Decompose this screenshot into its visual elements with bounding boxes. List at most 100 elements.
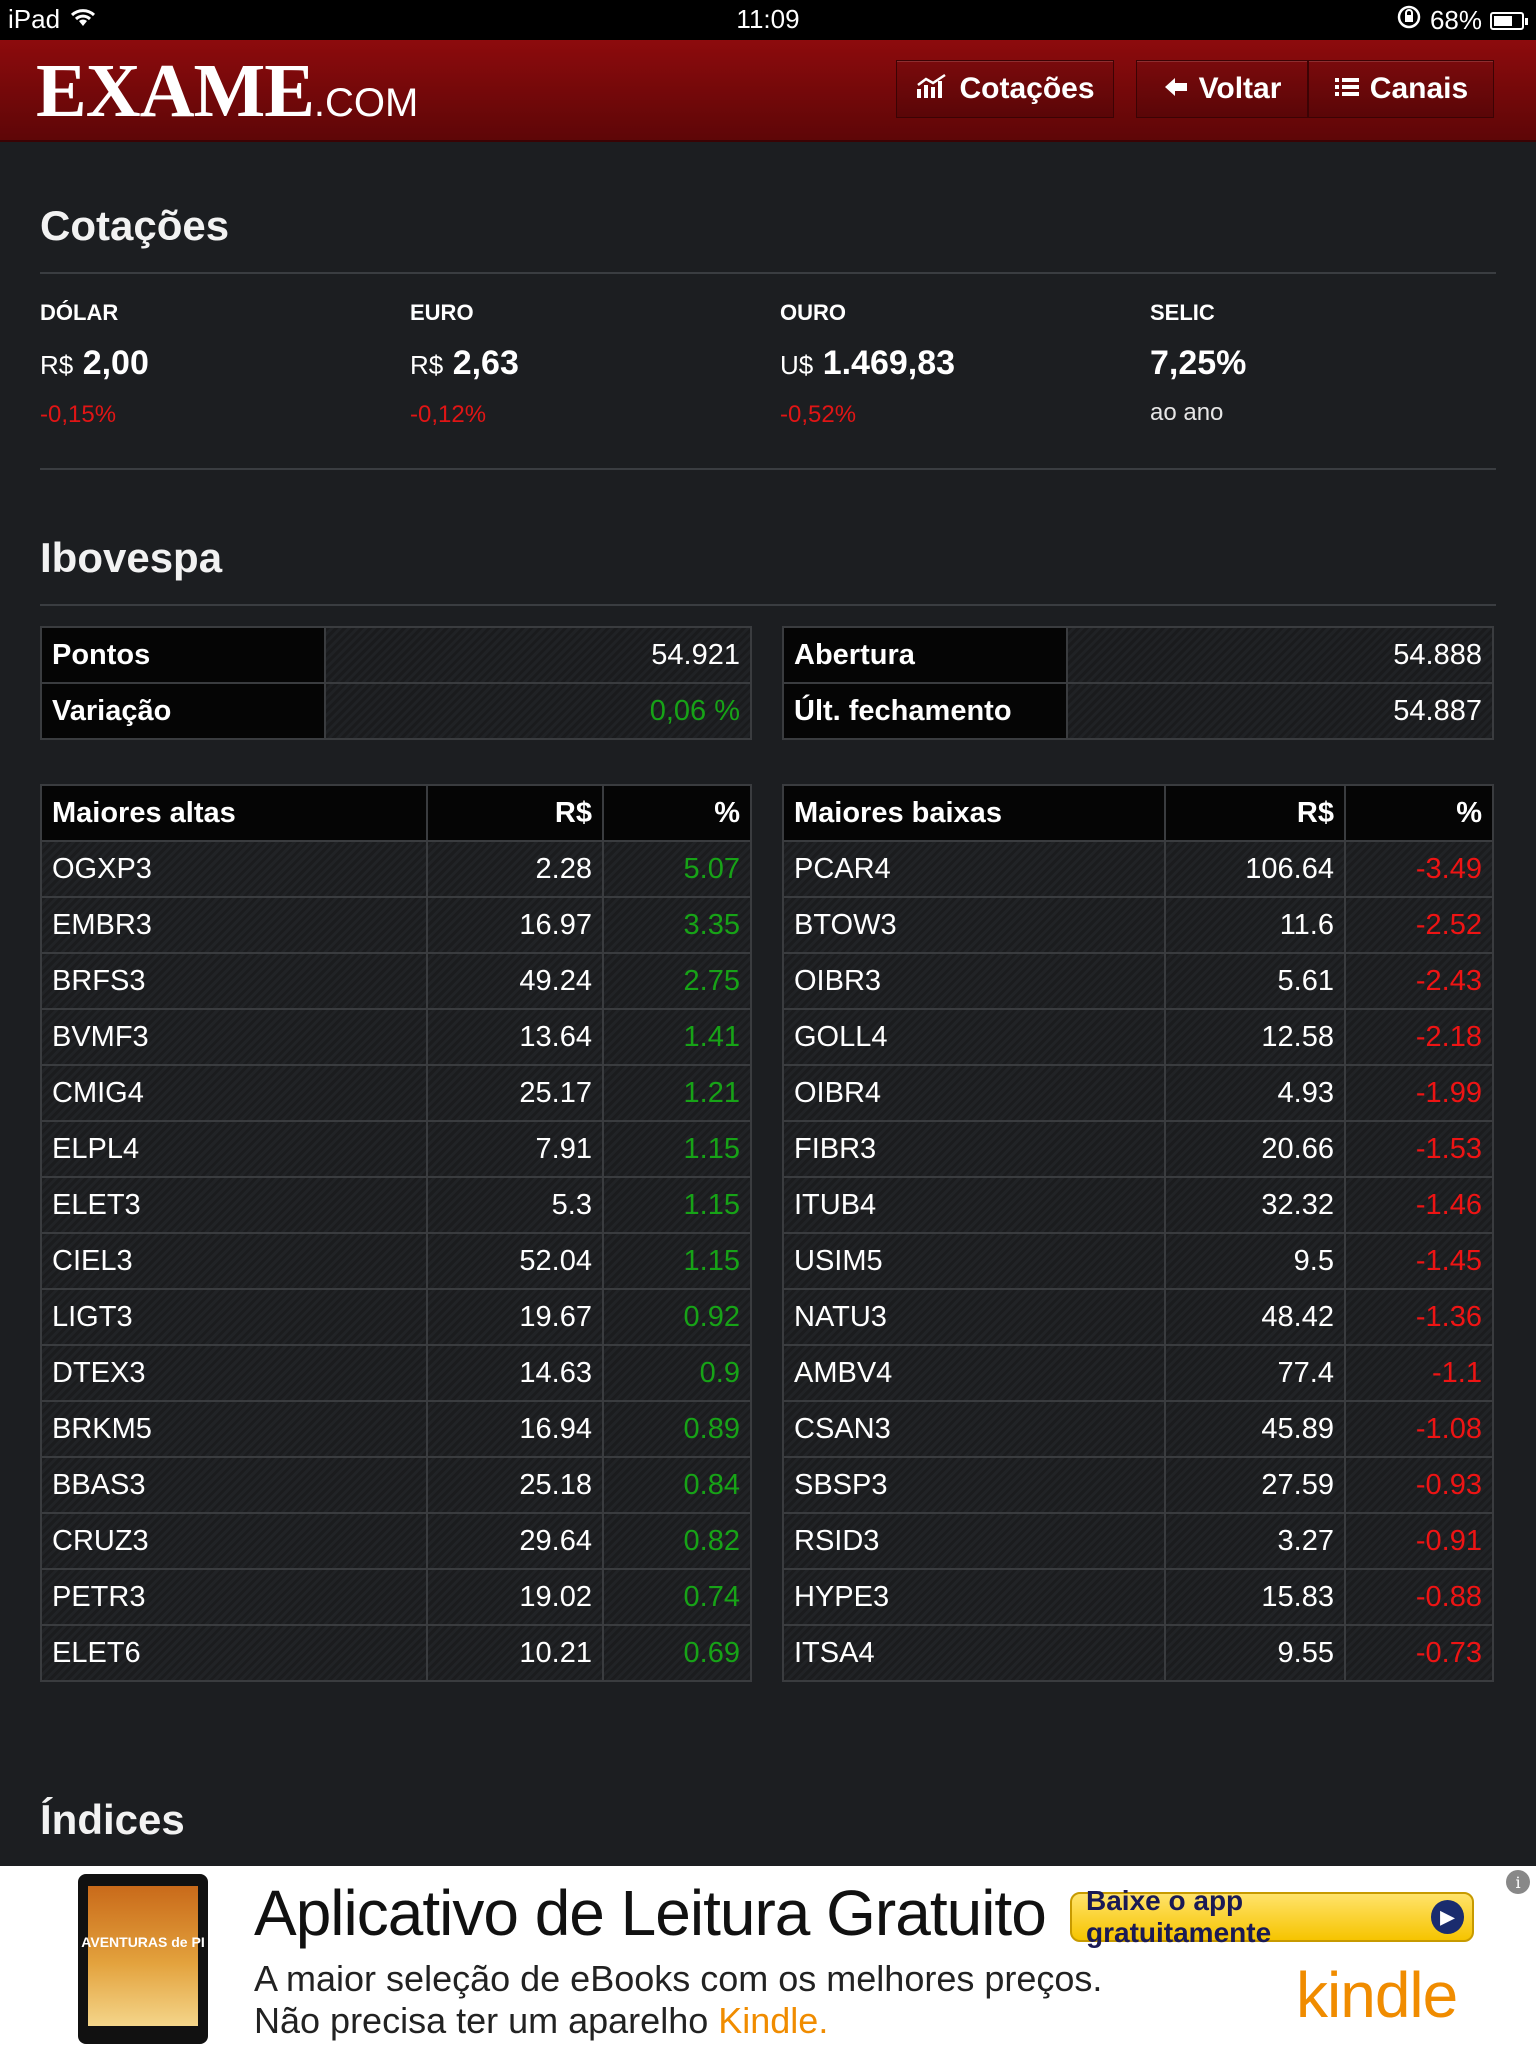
quote-currency: R$: [410, 350, 444, 380]
stock-ticker: FIBR3: [782, 1120, 1166, 1178]
stock-ticker: BVMF3: [40, 1008, 428, 1066]
table-row: OIBR4 4.93 -1.99: [782, 1064, 1494, 1122]
stock-change: -2.18: [1344, 1008, 1494, 1066]
exame-logo[interactable]: EXAME.COM: [36, 48, 418, 135]
table-row: OIBR3 5.61 -2.43: [782, 952, 1494, 1010]
stock-change: -1.53: [1344, 1120, 1494, 1178]
stock-ticker: CIEL3: [40, 1232, 428, 1290]
stat-row: Variação 0,06 %: [40, 682, 752, 740]
stock-ticker: RSID3: [782, 1512, 1166, 1570]
table-row: LIGT3 19.67 0.92: [40, 1288, 752, 1346]
play-arrow-icon: ▶: [1430, 1900, 1464, 1934]
stock-price: 19.67: [426, 1288, 604, 1346]
logo-main: EXAME: [36, 49, 315, 133]
stock-price: 19.02: [426, 1568, 604, 1626]
column-header: Maiores baixas: [782, 784, 1166, 842]
stock-price: 15.83: [1164, 1568, 1346, 1626]
quote-label: EURO: [410, 300, 474, 325]
table-row: BTOW3 11.6 -2.52: [782, 896, 1494, 954]
cotacoes-title: Cotações: [40, 202, 230, 249]
chart-icon: [915, 73, 949, 106]
stock-price: 48.42: [1164, 1288, 1346, 1346]
stock-price: 25.17: [426, 1064, 604, 1122]
table-header-row: Maiores altas R$ %: [40, 784, 752, 842]
stock-change: -2.52: [1344, 896, 1494, 954]
stock-price: 12.58: [1164, 1008, 1346, 1066]
stock-price: 4.93: [1164, 1064, 1346, 1122]
ibovespa-title: Ibovespa: [40, 534, 223, 581]
table-row: FIBR3 20.66 -1.53: [782, 1120, 1494, 1178]
stock-change: 0.74: [602, 1568, 752, 1626]
ad-info-icon[interactable]: i: [1506, 1870, 1530, 1894]
quote-label: DÓLAR: [40, 300, 119, 325]
stock-price: 25.18: [426, 1456, 604, 1514]
table-row: SBSP3 27.59 -0.93: [782, 1456, 1494, 1514]
quote-currency: U$: [780, 350, 814, 380]
voltar-button[interactable]: Voltar: [1136, 60, 1308, 118]
stock-price: 16.97: [426, 896, 604, 954]
stock-ticker: CRUZ3: [40, 1512, 428, 1570]
stock-change: 5.07: [602, 840, 752, 898]
kindle-ad-banner[interactable]: AVENTURAS de PI Aplicativo de Leitura Gr…: [0, 1866, 1536, 2048]
divider: [40, 272, 1496, 274]
stock-change: 0.84: [602, 1456, 752, 1514]
kindle-logo: kindle: [1296, 1959, 1458, 2031]
rotation-lock-icon: [1396, 4, 1422, 37]
stock-price: 16.94: [426, 1400, 604, 1458]
stock-ticker: ELET6: [40, 1624, 428, 1682]
column-header: %: [1344, 784, 1494, 842]
stock-ticker: ELPL4: [40, 1120, 428, 1178]
stat-value: 54.888: [1066, 626, 1494, 684]
stock-change: -1.1: [1344, 1344, 1494, 1402]
book-title: AVENTURAS de PI: [81, 1934, 205, 1950]
stock-price: 20.66: [1164, 1120, 1346, 1178]
ibovespa-stats-right: Abertura 54.888 Últ. fechamento 54.887: [782, 626, 1494, 740]
ad-line-1: A maior seleção de eBooks com os melhore…: [254, 1958, 1103, 1999]
download-app-button[interactable]: Baixe o app gratuitamente ▶: [1070, 1885, 1474, 1948]
table-row: CMIG4 25.17 1.21: [40, 1064, 752, 1122]
stock-change: 3.35: [602, 896, 752, 954]
canais-button[interactable]: Canais: [1308, 60, 1494, 118]
table-row: EMBR3 16.97 3.35: [40, 896, 752, 954]
stock-ticker: ELET3: [40, 1176, 428, 1234]
stock-ticker: CMIG4: [40, 1064, 428, 1122]
stock-price: 7.91: [426, 1120, 604, 1178]
stock-price: 9.55: [1164, 1624, 1346, 1682]
quote-change: -0,15%: [40, 401, 117, 428]
quote-label: SELIC: [1150, 300, 1215, 325]
stock-price: 13.64: [426, 1008, 604, 1066]
stock-ticker: LIGT3: [40, 1288, 428, 1346]
ad-line-2: Não precisa ter um aparelho Kindle.: [254, 2000, 828, 2042]
table-row: CIEL3 52.04 1.15: [40, 1232, 752, 1290]
stat-row: Abertura 54.888: [782, 626, 1494, 684]
stock-change: -2.43: [1344, 952, 1494, 1010]
stock-price: 10.21: [426, 1624, 604, 1682]
battery-icon: [1490, 11, 1528, 30]
stock-change: -1.45: [1344, 1232, 1494, 1290]
stock-price: 32.32: [1164, 1176, 1346, 1234]
quote-selic: SELIC 7,25% ao ano: [1150, 300, 1490, 427]
stock-ticker: PETR3: [40, 1568, 428, 1626]
stock-change: 1.21: [602, 1064, 752, 1122]
stock-ticker: ITSA4: [782, 1624, 1166, 1682]
stock-ticker: SBSP3: [782, 1456, 1166, 1514]
divider: [40, 468, 1496, 470]
cotacoes-button[interactable]: Cotações: [896, 60, 1114, 118]
stock-ticker: CSAN3: [782, 1400, 1166, 1458]
table-row: BRFS3 49.24 2.75: [40, 952, 752, 1010]
stock-change: 1.15: [602, 1176, 752, 1234]
quote-dolar: DÓLAR R$ 2,00 -0,15%: [40, 300, 380, 429]
ad-line-2-text: Não precisa ter um aparelho: [254, 2000, 719, 2041]
stock-price: 49.24: [426, 952, 604, 1010]
stat-label: Variação: [40, 682, 326, 740]
table-row: ELPL4 7.91 1.15: [40, 1120, 752, 1178]
ad-line-2-brand: Kindle.: [718, 2000, 829, 2041]
table-row: RSID3 3.27 -0.91: [782, 1512, 1494, 1570]
battery-percent: 68%: [1429, 5, 1482, 35]
stock-ticker: USIM5: [782, 1232, 1166, 1290]
stock-ticker: ITUB4: [782, 1176, 1166, 1234]
stock-change: -3.49: [1344, 840, 1494, 898]
stock-ticker: PCAR4: [782, 840, 1166, 898]
stock-change: -1.36: [1344, 1288, 1494, 1346]
table-row: PCAR4 106.64 -3.49: [782, 840, 1494, 898]
